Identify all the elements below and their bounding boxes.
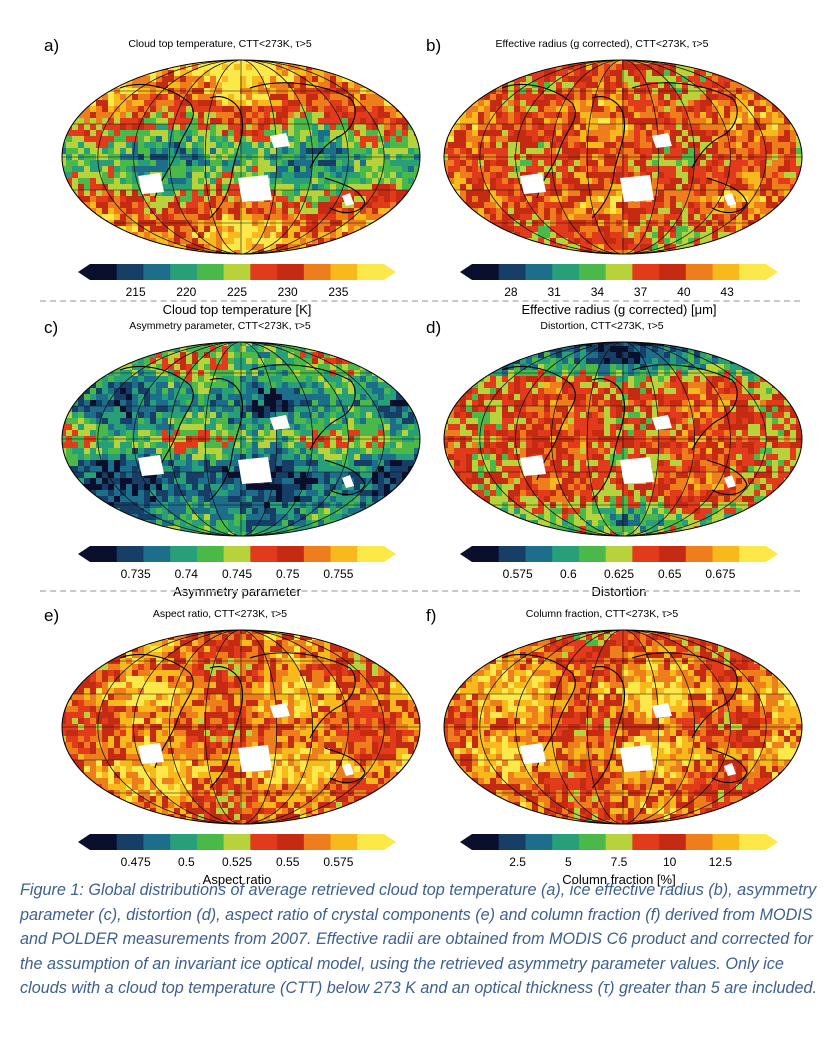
colorbar-tick-label: 235 (328, 285, 349, 299)
colorbar-tick-label: 10 (663, 855, 677, 869)
panel-f: f) Column fraction, CTT<273K, τ>5 2.5 5 7.5 1… (402, 600, 803, 887)
panel-b: b) Effective radius (g corrected), CTT<27… (402, 30, 803, 317)
colorbar-tick-label: 0.525 (221, 855, 253, 869)
colorbar-tick-label: 220 (176, 285, 197, 299)
panel-letter: e) (44, 606, 60, 625)
colorbar-tick-label: 43 (720, 285, 734, 299)
colorbar-tick-label: 2.5 (509, 855, 526, 869)
colorbar-tick-label: 0.755 (323, 567, 354, 581)
colorbar-label: Column fraction [%] (562, 872, 676, 887)
colorbar (460, 834, 778, 850)
world-map (61, 341, 421, 537)
colorbar-tick-label: 0.65 (658, 567, 682, 581)
colorbar-tick-label: 28 (504, 285, 518, 299)
colorbar-tick-label: 0.74 (174, 567, 198, 581)
colorbar-tick-label: 0.75 (276, 567, 300, 581)
panel-title: Cloud top temperature, CTT<273K, τ>5 (128, 38, 312, 50)
colorbar-tick-label: 12.5 (708, 855, 733, 869)
world-map (443, 59, 803, 255)
colorbar-tick-label: 0.575 (502, 567, 533, 581)
panel-letter: c) (44, 318, 59, 337)
colorbar-label: Aspect ratio (202, 872, 272, 887)
colorbar-tick-label: 215 (125, 285, 146, 299)
panel-c: c) Asymmetry parameter, CTT<273K, τ>5 0.73… (20, 312, 421, 599)
colorbar-tick-label: 5 (564, 855, 572, 869)
colorbar (78, 834, 396, 850)
panel-e: e) Aspect ratio, CTT<273K, τ>5 0.475 0.5 0.5… (20, 600, 421, 887)
colorbar-tick-label: 0.475 (120, 855, 151, 869)
panel-title: Asymmetry parameter, CTT<273K, τ>5 (129, 320, 311, 332)
colorbar-tick-label: 0.575 (323, 855, 354, 869)
world-map (61, 629, 421, 825)
panel-letter: f) (426, 606, 437, 625)
colorbar-tick-label: 7.5 (610, 855, 628, 869)
colorbar-tick-label: 31 (547, 285, 561, 299)
panel-title: Aspect ratio, CTT<273K, τ>5 (152, 608, 288, 620)
panel-a: a) Cloud top temperature, CTT<273K, τ>5 21… (20, 30, 421, 317)
colorbar-tick-label: 0.5 (177, 855, 195, 869)
colorbar-tick-label: 0.625 (603, 567, 635, 581)
colorbar-label: Effective radius (g corrected) [μm] (521, 302, 717, 317)
colorbar-tick-label: 225 (226, 285, 248, 299)
colorbar (460, 264, 778, 280)
colorbar-tick-label: 40 (677, 285, 691, 299)
world-map (61, 59, 421, 255)
colorbar-tick-label: 0.735 (120, 567, 151, 581)
colorbar (460, 546, 778, 562)
world-map (443, 341, 803, 537)
divider (40, 590, 800, 592)
panel-title: Effective radius (g corrected), CTT<273K… (495, 38, 709, 50)
panel-letter: b) (426, 36, 442, 55)
colorbar-tick-label: 230 (277, 285, 298, 299)
colorbar-tick-label: 0.745 (221, 567, 253, 581)
panel-letter: a) (44, 36, 60, 55)
panel-title: Distortion, CTT<273K, τ>5 (540, 320, 664, 332)
panel-title: Column fraction, CTT<273K, τ>5 (525, 608, 679, 620)
colorbar-tick-label: 0.55 (276, 855, 300, 869)
colorbar-tick-label: 0.6 (559, 567, 577, 581)
colorbar-label: Cloud top temperature [K] (162, 302, 312, 317)
panel-letter: d) (426, 318, 442, 337)
colorbar (78, 264, 396, 280)
panel-d: d) Distortion, CTT<273K, τ>5 0.575 0.6 0.625… (402, 312, 803, 599)
colorbar-tick-label: 0.675 (705, 567, 736, 581)
world-map (443, 629, 803, 825)
divider (40, 300, 800, 302)
colorbar (78, 546, 396, 562)
colorbar-tick-label: 37 (633, 285, 648, 299)
colorbar-tick-label: 34 (590, 285, 605, 299)
figure-caption: Figure 1: Global distributions of averag… (20, 881, 817, 997)
